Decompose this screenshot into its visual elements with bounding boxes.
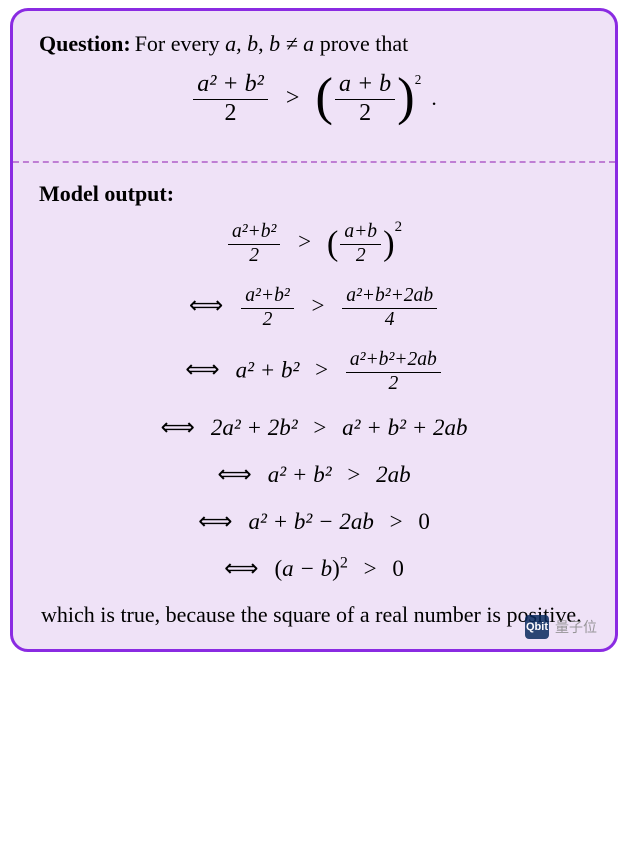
q-rhs-num: a + b — [339, 71, 391, 97]
step-row: ⟺ 2a² + 2b² > a² + b² + 2ab — [39, 413, 589, 442]
s6-gt: > — [364, 556, 377, 581]
question-section: Question: For every a, b, b ≠ a prove th… — [39, 31, 589, 151]
q-lhs-frac: a² + b² 2 — [193, 71, 268, 127]
iff-icon: ⟺ — [217, 461, 252, 488]
s2-gt: > — [315, 357, 328, 382]
proof-card: Question: For every a, b, b ≠ a prove th… — [10, 8, 618, 652]
iff-icon: ⟺ — [224, 555, 259, 582]
s0-lhs: a²+b²2 — [228, 221, 280, 267]
conclusion-text: which is true, because the square of a r… — [39, 601, 589, 629]
step-row: ⟺ a² + b² > a²+b²+2ab2 — [39, 349, 589, 395]
s5-lhs: a² + b² − 2ab — [249, 509, 374, 534]
question-text: For every a, b, b ≠ a prove that — [135, 31, 409, 56]
watermark: Qbit 量子位 — [525, 615, 597, 639]
step-row: a²+b²2 > (a+b2)2 — [39, 221, 589, 267]
s1-lhs: a²+b²2 — [241, 285, 293, 331]
q-rhs-den: 2 — [335, 100, 395, 128]
lparen-icon: ( — [315, 71, 333, 124]
step-row: ⟺ (a − b)2 > 0 — [39, 554, 589, 583]
s5-rhs: 0 — [418, 509, 430, 534]
iff-icon: ⟺ — [185, 356, 220, 383]
model-output-label: Model output: — [39, 181, 589, 207]
s3-rhs: a² + b² + 2ab — [342, 415, 467, 440]
s3-lhs: 2a² + 2b² — [211, 415, 298, 440]
q-sep: , — [258, 31, 269, 56]
watermark-logo-icon: Qbit — [525, 615, 549, 639]
question-display-eq: a² + b² 2 > ( a + b 2 )2 . — [39, 71, 589, 127]
q-rhs-exp: 2 — [415, 72, 422, 87]
q-lhs-num: a² + b² — [197, 71, 264, 97]
s4-rhs: 2ab — [376, 462, 411, 487]
rparen-icon: ) — [383, 225, 395, 263]
s0-exp: 2 — [395, 219, 402, 235]
q-cond: b ≠ a — [269, 31, 314, 56]
s4-lhs: a² + b² — [268, 462, 332, 487]
s0-gt: > — [298, 229, 311, 254]
s0-rhs-frac: a+b2 — [340, 221, 381, 267]
section-divider — [13, 161, 615, 163]
step-row: ⟺ a² + b² − 2ab > 0 — [39, 507, 589, 536]
s4-gt: > — [347, 462, 360, 487]
q-suffix: prove that — [314, 31, 408, 56]
step-row: ⟺ a²+b²2 > a²+b²+2ab4 — [39, 285, 589, 331]
derivation-steps: a²+b²2 > (a+b2)2 ⟺ a²+b²2 > a²+b²+2ab4 ⟺… — [39, 221, 589, 583]
s1-rhs: a²+b²+2ab4 — [342, 285, 437, 331]
s2-lhs: a² + b² — [236, 357, 300, 382]
q-trailing-dot: . — [431, 86, 436, 110]
q-prefix: For every — [135, 31, 225, 56]
q-vars: a, b — [225, 31, 258, 56]
iff-icon: ⟺ — [198, 508, 233, 535]
s1-gt: > — [311, 293, 324, 318]
s5-gt: > — [390, 509, 403, 534]
lparen-icon: ( — [327, 225, 339, 263]
s6-rhs: 0 — [392, 556, 404, 581]
question-label: Question: — [39, 31, 131, 56]
s2-rhs: a²+b²+2ab2 — [346, 349, 441, 395]
q-lhs-den: 2 — [193, 100, 268, 128]
watermark-text: 量子位 — [555, 617, 597, 637]
iff-icon: ⟺ — [161, 414, 196, 441]
rparen-icon: ) — [397, 71, 415, 124]
s3-gt: > — [313, 415, 326, 440]
q-rhs-frac: a + b 2 — [335, 71, 395, 127]
step-row: ⟺ a² + b² > 2ab — [39, 460, 589, 489]
iff-icon: ⟺ — [189, 292, 224, 319]
q-gt: > — [286, 85, 300, 111]
model-output-section: Model output: a²+b²2 > (a+b2)2 ⟺ a²+b²2 … — [39, 181, 589, 628]
